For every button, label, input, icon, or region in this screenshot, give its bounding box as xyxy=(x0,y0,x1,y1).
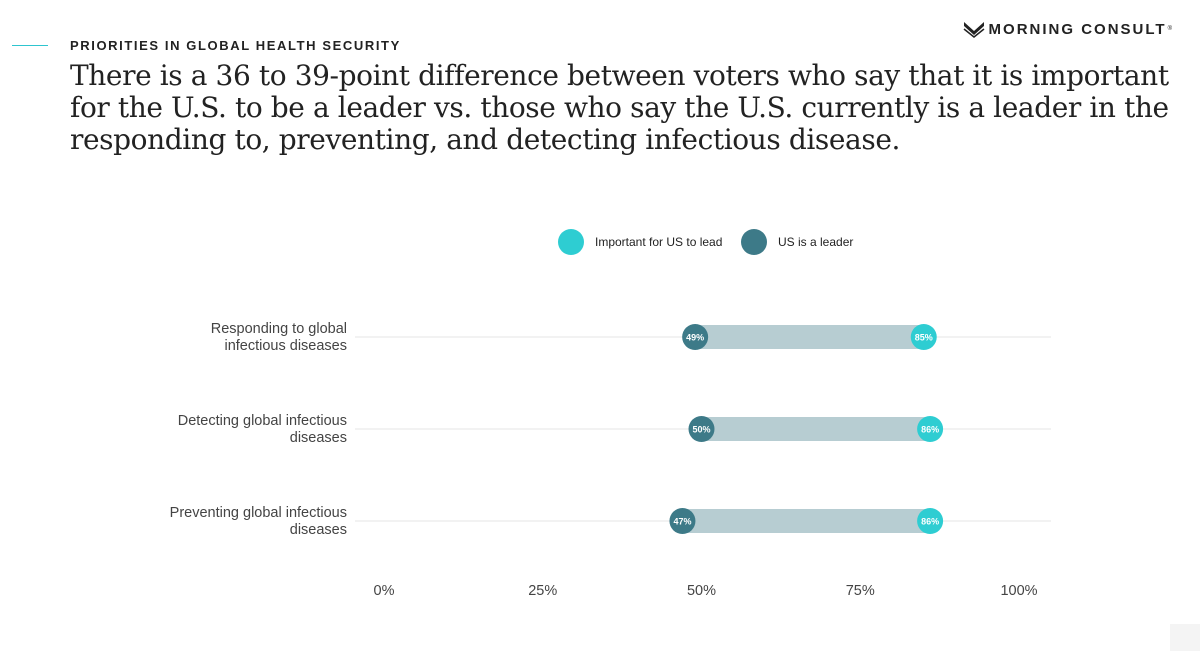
corner-tab xyxy=(1170,624,1200,651)
important-value-label: 86% xyxy=(921,425,939,435)
category-label: diseases xyxy=(290,522,347,538)
legend-important-label: Important for US to lead xyxy=(595,235,722,249)
category-label: Responding to global xyxy=(211,321,347,337)
gap-connector-bar xyxy=(702,417,931,441)
category-label: Detecting global infectious xyxy=(178,413,347,429)
important-value-label: 86% xyxy=(921,517,939,527)
x-tick-label: 100% xyxy=(1000,583,1037,599)
leader-value-label: 49% xyxy=(686,333,704,343)
gap-connector-bar xyxy=(682,509,930,533)
dumbbell-chart: Important for US to lead US is a leader Re… xyxy=(0,0,1200,651)
x-tick-label: 50% xyxy=(687,583,716,599)
leader-value-label: 47% xyxy=(673,517,691,527)
x-tick-label: 25% xyxy=(528,583,557,599)
legend-leader-swatch xyxy=(741,229,767,255)
category-label: infectious diseases xyxy=(224,338,347,354)
x-tick-label: 75% xyxy=(846,583,875,599)
x-tick-label: 0% xyxy=(374,583,395,599)
legend-important-swatch xyxy=(558,229,584,255)
leader-value-label: 50% xyxy=(692,425,710,435)
legend-leader-label: US is a leader xyxy=(778,235,853,249)
gap-connector-bar xyxy=(695,325,924,349)
important-value-label: 85% xyxy=(915,333,933,343)
category-label: diseases xyxy=(290,430,347,446)
category-label: Preventing global infectious xyxy=(170,505,347,521)
